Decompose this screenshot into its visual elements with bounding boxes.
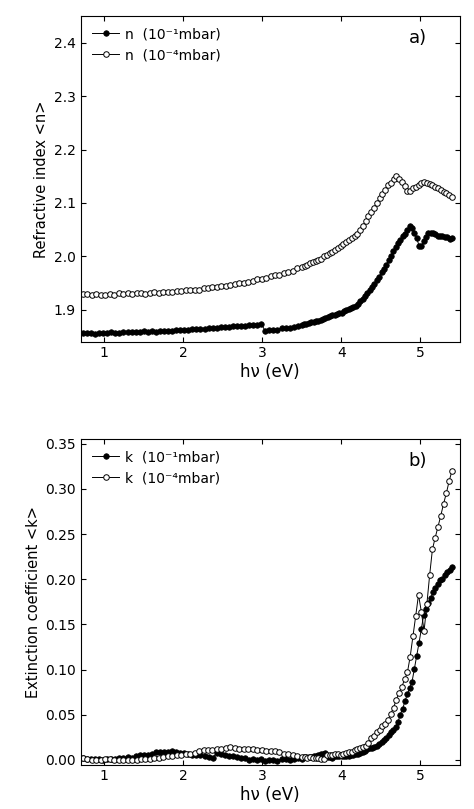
k  (10⁻⁴mbar) [449,466,455,476]
n  (10⁻¹mbar) [234,322,240,332]
Line: k  (10⁻¹mbar): k (10⁻¹mbar) [80,565,455,764]
Line: n  (10⁻¹mbar): n (10⁻¹mbar) [80,223,455,337]
n  (10⁻¹mbar) [80,328,86,338]
n  (10⁻¹mbar) [337,308,342,318]
k  (10⁻⁴mbar) [441,499,447,509]
k  (10⁻⁴mbar) [219,744,224,754]
k  (10⁻¹mbar) [376,739,382,749]
n  (10⁻¹mbar) [449,234,455,244]
k  (10⁻⁴mbar) [427,570,432,580]
n  (10⁻⁴mbar) [201,283,206,293]
n  (10⁻¹mbar) [92,328,98,338]
k  (10⁻¹mbar) [397,709,403,719]
Y-axis label: Refractive index <n>: Refractive index <n> [35,100,49,257]
Text: b): b) [409,452,427,470]
k  (10⁻¹mbar) [449,562,455,572]
k  (10⁻⁴mbar) [111,756,117,765]
n  (10⁻⁴mbar) [80,290,86,299]
n  (10⁻¹mbar) [407,221,412,231]
n  (10⁻¹mbar) [397,235,403,245]
k  (10⁻⁴mbar) [307,752,313,762]
k  (10⁻¹mbar) [80,753,86,763]
n  (10⁻⁴mbar) [219,282,224,291]
Text: a): a) [409,29,427,47]
n  (10⁻⁴mbar) [98,290,104,300]
k  (10⁻¹mbar) [177,748,183,758]
k  (10⁻¹mbar) [230,752,236,761]
n  (10⁻¹mbar) [182,325,187,335]
Legend: k  (10⁻¹mbar), k  (10⁻⁴mbar): k (10⁻¹mbar), k (10⁻⁴mbar) [88,446,224,489]
n  (10⁻⁴mbar) [393,171,399,180]
n  (10⁻⁴mbar) [307,259,313,269]
k  (10⁻¹mbar) [411,664,417,674]
X-axis label: hν (eV): hν (eV) [240,786,300,804]
k  (10⁻¹mbar) [274,756,280,765]
X-axis label: hν (eV): hν (eV) [240,363,300,381]
n  (10⁻⁴mbar) [429,180,435,190]
n  (10⁻¹mbar) [414,234,419,244]
k  (10⁻⁴mbar) [80,753,86,763]
Line: n  (10⁻⁴mbar): n (10⁻⁴mbar) [80,173,455,298]
k  (10⁻¹mbar) [337,752,342,761]
k  (10⁻⁴mbar) [201,746,206,756]
Line: k  (10⁻⁴mbar): k (10⁻⁴mbar) [80,468,455,763]
n  (10⁻¹mbar) [376,272,382,282]
n  (10⁻⁴mbar) [444,188,449,197]
n  (10⁻⁴mbar) [93,290,99,299]
k  (10⁻⁴mbar) [93,756,99,765]
Y-axis label: Extinction coefficient <k>: Extinction coefficient <k> [26,506,41,698]
Legend: n  (10⁻¹mbar), n  (10⁻⁴mbar): n (10⁻¹mbar), n (10⁻⁴mbar) [88,23,225,66]
n  (10⁻⁴mbar) [449,192,455,201]
